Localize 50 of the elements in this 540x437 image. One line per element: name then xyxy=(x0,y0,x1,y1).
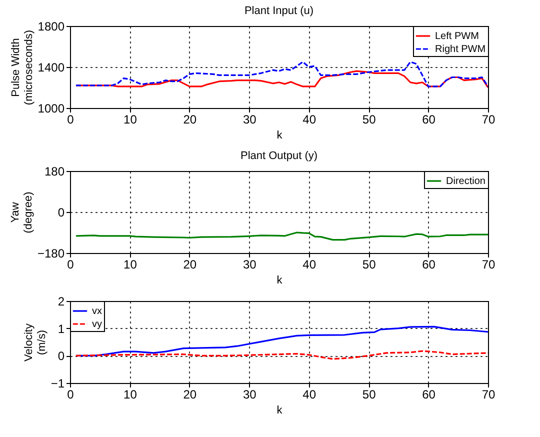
x-tick-label: 40 xyxy=(302,258,316,272)
x-tick-label: 0 xyxy=(67,388,74,402)
y-tick-label: 2 xyxy=(58,294,65,308)
x-tick-label: 70 xyxy=(482,258,496,272)
x-axis-title: k xyxy=(276,404,283,416)
x-tick-label: 50 xyxy=(362,258,376,272)
y-tick-label: 1800 xyxy=(38,20,65,34)
y-axis-title: Yaw (degree) xyxy=(9,192,34,234)
legend-label: vx xyxy=(92,306,102,317)
y-tick-label: 0 xyxy=(58,206,65,220)
line-series xyxy=(75,61,488,88)
legend-label: Right PWM xyxy=(435,44,486,55)
y-tick-label: 1000 xyxy=(38,102,65,116)
x-tick-label: 20 xyxy=(183,258,197,272)
x-tick-label: 40 xyxy=(302,388,316,402)
legend-label: vy xyxy=(92,319,102,330)
line-series xyxy=(75,232,488,241)
x-axis-title: k xyxy=(276,130,283,142)
x-tick-label: 40 xyxy=(302,112,316,126)
chart-title: Plant Output (y) xyxy=(240,150,318,162)
x-tick-label: 20 xyxy=(183,388,197,402)
y-tick-label: −180 xyxy=(37,246,65,260)
x-tick-label: 10 xyxy=(124,258,138,272)
x-tick-label: 60 xyxy=(422,388,436,402)
y-axis-title: Pulse Width (microseconds) xyxy=(10,30,35,106)
y-tick-label: 1 xyxy=(58,322,65,336)
x-tick-label: 30 xyxy=(242,388,257,402)
x-tick-label: 70 xyxy=(482,112,496,126)
x-tick-label: 60 xyxy=(422,258,436,272)
y-tick-label: 1400 xyxy=(38,60,65,74)
y-axis-title: Velocity (m/s) xyxy=(22,323,48,362)
legend-label: Left PWM xyxy=(435,31,479,42)
x-tick-label: 0 xyxy=(67,258,74,272)
x-tick-label: 50 xyxy=(362,388,376,402)
y-tick-label: 0 xyxy=(58,349,65,364)
legend-label: Direction xyxy=(446,176,486,187)
y-tick-label: 180 xyxy=(44,164,65,178)
x-tick-label: 30 xyxy=(242,258,257,272)
x-tick-label: 10 xyxy=(124,112,138,126)
y-tick-label: −1 xyxy=(50,376,65,390)
line-series xyxy=(75,350,488,360)
x-axis-title: k xyxy=(276,274,283,286)
x-tick-label: 70 xyxy=(482,388,496,402)
x-tick-label: 60 xyxy=(422,112,436,126)
x-tick-label: 50 xyxy=(362,112,376,126)
x-tick-label: 10 xyxy=(124,388,138,402)
chart-title: Plant Input (u) xyxy=(244,5,314,17)
x-tick-label: 20 xyxy=(183,112,197,126)
x-tick-label: 30 xyxy=(242,112,257,126)
x-tick-label: 0 xyxy=(67,112,74,126)
